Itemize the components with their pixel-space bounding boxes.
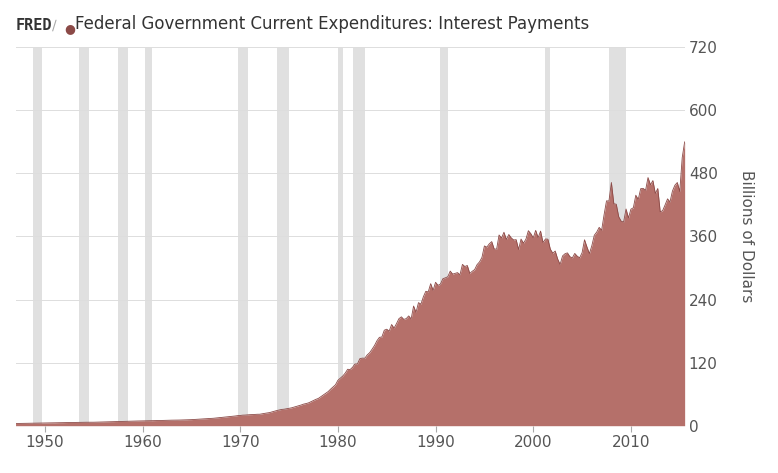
Bar xyxy=(352,47,365,426)
Text: ∕: ∕ xyxy=(52,19,57,33)
Bar xyxy=(145,47,152,426)
Text: FRED: FRED xyxy=(16,18,52,33)
Bar xyxy=(609,47,626,426)
Text: ●: ● xyxy=(64,23,75,35)
Bar xyxy=(338,47,343,426)
Text: Federal Government Current Expenditures: Interest Payments: Federal Government Current Expenditures:… xyxy=(75,15,589,33)
Bar xyxy=(545,47,550,426)
Bar xyxy=(238,47,247,426)
Bar xyxy=(33,47,43,426)
Y-axis label: Billions of Dollars: Billions of Dollars xyxy=(739,170,754,303)
Bar xyxy=(118,47,128,426)
Bar xyxy=(277,47,289,426)
Bar xyxy=(440,47,448,426)
Bar xyxy=(79,47,89,426)
